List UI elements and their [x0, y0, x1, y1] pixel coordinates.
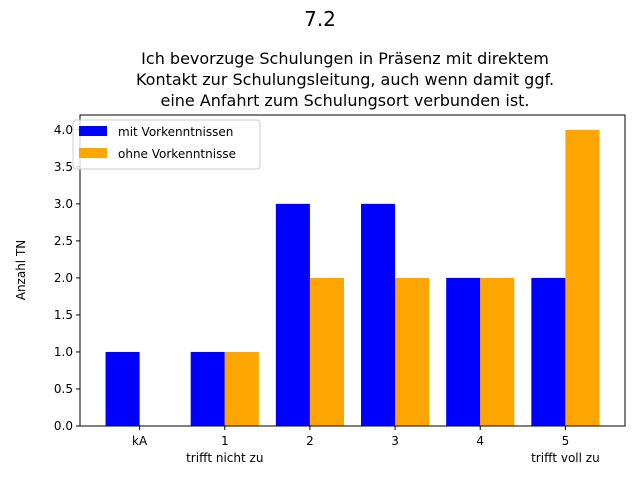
y-tick-label: 2.0 — [54, 271, 73, 285]
bar-ohne-5 — [565, 129, 600, 427]
bar-mit-kA — [105, 351, 140, 426]
legend-label: mit Vorkenntnissen — [118, 125, 233, 139]
bars-group — [105, 129, 600, 427]
legend-swatch — [79, 126, 107, 136]
bar-mit-4 — [446, 277, 481, 426]
x-tick-label: 3 — [391, 434, 399, 448]
bar-ohne-1 — [224, 351, 259, 426]
x-tick-sublabel: trifft voll zu — [531, 451, 600, 465]
x-tick-label: 5 — [562, 434, 570, 448]
bar-mit-3 — [361, 203, 396, 426]
bar-mit-2 — [275, 203, 310, 426]
y-tick-label: 3.0 — [54, 197, 73, 211]
bar-mit-1 — [190, 351, 225, 426]
y-tick-label: 0.0 — [54, 419, 73, 433]
x-tick-label: kA — [132, 434, 148, 448]
chart-title: Ich bevorzuge Schulungen in Präsenz mit … — [136, 49, 554, 110]
x-tick-label: 4 — [476, 434, 484, 448]
y-tick-label: 1.0 — [54, 345, 73, 359]
legend: mit Vorkenntnissen ohne Vorkenntnisse — [72, 119, 261, 170]
bar-ohne-2 — [309, 277, 344, 426]
y-tick-label: 4.0 — [54, 123, 73, 137]
bar-ohne-3 — [395, 277, 430, 426]
y-tick-label: 1.5 — [54, 308, 73, 322]
y-tick-label: 0.5 — [54, 382, 73, 396]
x-tick-label: 1 — [221, 434, 229, 448]
axes-frame — [79, 114, 626, 427]
chart-title-line: Kontakt zur Schulungsleitung, auch wenn … — [136, 70, 554, 89]
y-tick-label: 3.5 — [54, 160, 73, 174]
bar-ohne-4 — [480, 277, 515, 426]
bar-mit-5 — [531, 277, 566, 426]
figure-suptitle: 7.2 — [304, 7, 336, 31]
x-axis: kA 1 trifft nicht zu 2 3 4 5 trifft voll zu — [132, 426, 600, 465]
y-tick-label: 2.5 — [54, 234, 73, 248]
legend-swatch — [79, 148, 107, 158]
chart-title-line: eine Anfahrt zum Schulungsort verbunden … — [160, 91, 529, 110]
legend-box — [72, 119, 261, 170]
x-tick-label: 2 — [306, 434, 314, 448]
chart-title-line: Ich bevorzuge Schulungen in Präsenz mit … — [141, 49, 549, 68]
legend-label: ohne Vorkenntnisse — [118, 147, 236, 161]
x-tick-sublabel: trifft nicht zu — [186, 451, 263, 465]
y-axis-label: Anzahl TN — [14, 240, 28, 301]
